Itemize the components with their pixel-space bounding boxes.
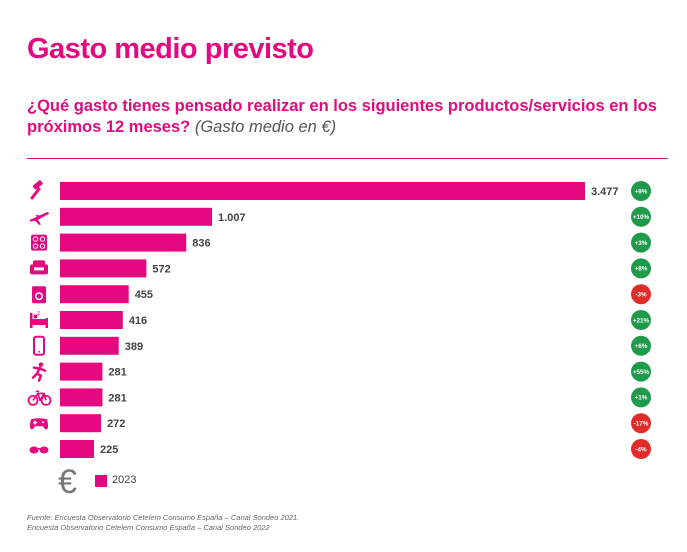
chart-subtitle: ¿Qué gasto tienes pensado realizar en lo… xyxy=(27,96,667,138)
value-label-11: 225 xyxy=(100,444,118,456)
change-label-6: +21% xyxy=(633,317,650,324)
value-label-7: 389 xyxy=(125,341,143,353)
svg-text:z: z xyxy=(37,311,40,317)
change-badge-5 xyxy=(631,284,651,305)
change-badge-8 xyxy=(631,361,651,382)
footnote-line-2: Encuesta Observatorio Cetelem Consumo Es… xyxy=(27,523,270,532)
change-label-2: +10% xyxy=(633,214,650,221)
sunglasses-icon xyxy=(29,446,49,454)
subtitle-note: (Gasto medio en €) xyxy=(194,118,337,136)
bar-11 xyxy=(60,440,94,458)
value-label-1: 3.477 xyxy=(591,186,619,198)
change-label-11: -4% xyxy=(635,446,647,453)
change-badge-10 xyxy=(631,413,651,434)
change-badge-3 xyxy=(631,232,651,253)
change-label-8: +55% xyxy=(633,369,650,376)
change-label-1: +9% xyxy=(635,188,648,195)
washing-machine-icon xyxy=(32,286,46,304)
value-label-9: 281 xyxy=(108,392,126,404)
footnote-line-1: Fuente: Encuesta Observatorio Cetelem Co… xyxy=(27,513,300,522)
change-badge-7 xyxy=(631,335,651,356)
change-label-5: -3% xyxy=(635,292,647,299)
bar-4 xyxy=(60,259,147,278)
value-label-2: 1.007 xyxy=(218,212,246,224)
paint-roller-icon xyxy=(30,180,43,200)
bar-7 xyxy=(60,336,119,355)
value-label-5: 455 xyxy=(135,289,153,301)
airplane-icon xyxy=(30,211,49,225)
subtitle-question: ¿Qué gasto tienes pensado realizar en lo… xyxy=(27,97,657,136)
page-title: Gasto medio previsto xyxy=(27,33,314,65)
change-badge-11 xyxy=(631,439,651,459)
change-label-10: -17% xyxy=(634,421,649,428)
bar-10 xyxy=(60,414,102,433)
bicycle-icon xyxy=(27,390,52,406)
change-badge-6 xyxy=(631,310,651,330)
value-label-10: 272 xyxy=(107,418,125,430)
title-divider xyxy=(27,158,668,159)
value-label-6: 416 xyxy=(129,315,147,327)
euro-icon: € xyxy=(58,463,77,501)
value-label-3: 836 xyxy=(192,238,210,250)
change-label-4: +8% xyxy=(635,266,648,273)
change-label-3: +3% xyxy=(635,240,648,247)
bar-9 xyxy=(60,388,103,407)
bar-6 xyxy=(60,311,123,329)
stove-icon xyxy=(31,234,47,251)
gamepad-icon xyxy=(30,418,48,430)
legend-swatch-2023 xyxy=(95,475,107,487)
value-label-8: 281 xyxy=(108,367,126,379)
bar-8 xyxy=(60,362,103,381)
change-badge-1 xyxy=(631,181,651,201)
change-badge-2 xyxy=(631,206,651,227)
change-label-9: +1% xyxy=(635,395,648,402)
sofa-icon xyxy=(30,260,48,275)
bar-2 xyxy=(60,207,213,226)
bar-3 xyxy=(60,233,187,252)
footnote: Fuente: Encuesta Observatorio Cetelem Co… xyxy=(27,513,299,533)
bar-5 xyxy=(60,285,129,304)
smartphone-icon xyxy=(33,335,45,356)
value-label-4: 572 xyxy=(152,263,170,275)
change-badge-9 xyxy=(631,387,651,408)
runner-icon xyxy=(31,362,47,382)
legend-label-2023: 2023 xyxy=(112,474,137,486)
change-label-7: +6% xyxy=(635,343,648,350)
bed-icon: z xyxy=(30,311,48,328)
change-badge-4 xyxy=(631,258,651,279)
bar-1 xyxy=(60,182,585,200)
